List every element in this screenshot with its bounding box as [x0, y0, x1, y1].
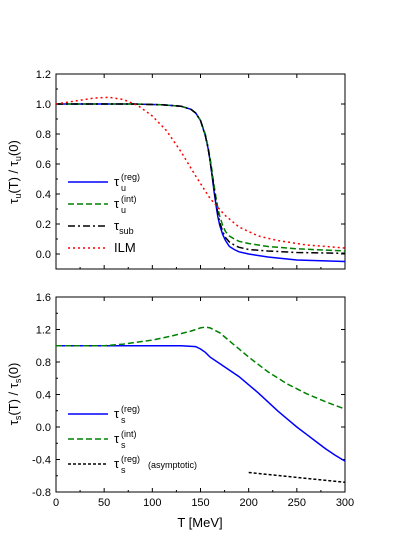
bottom-x-tick-label: 300	[336, 497, 354, 509]
bottom-y-tick-label: 1.6	[36, 292, 51, 304]
legend-label-sup: (int)	[121, 429, 137, 439]
bottom-ylabel-sub2: s	[13, 378, 23, 383]
bottom-ylabel-end: (0)	[6, 363, 21, 379]
bottom-x-tick-label: 100	[143, 497, 161, 509]
top-legend-label-2: τsub	[114, 218, 134, 236]
top-y-tick-label: 1.0	[36, 99, 51, 111]
top-legend-label-1: τ (int) u	[114, 194, 137, 215]
bottom-series-group	[56, 326, 346, 484]
legend-label-base: τ	[114, 406, 120, 421]
bottom-axis-ticks: 0 50 100 150 200 250 300 -0.8 -0.4 0.0 0.4 0.8 1.2 1.…	[32, 292, 354, 509]
bottom-series-line-0	[56, 345, 346, 462]
legend-label-base: τ	[114, 456, 120, 471]
top-ylabel-sub2: u	[13, 156, 23, 161]
bottom-panel: 0 50 100 150 200 250 300 -0.8 -0.4 0.0 0.4 0.8 1.2 1.…	[6, 292, 354, 530]
legend-label-sup: (reg)	[121, 404, 140, 414]
legend-label-suffix: (asymptotic)	[148, 460, 197, 470]
top-y-tick-label: 0.0	[36, 249, 51, 261]
top-ylabel-sub1: u	[13, 194, 23, 199]
bottom-legend: τ (reg) sτ (int) sτ (reg) s (asymptotic)	[68, 404, 197, 475]
legend-label-sup: (reg)	[121, 454, 140, 464]
top-axis-ticks: 0.0 0.2 0.4 0.6 0.8 1.0 1.2	[36, 69, 346, 269]
bottom-y-tick-label: -0.8	[32, 487, 51, 499]
bottom-legend-label-1: τ (int) s	[114, 429, 137, 450]
top-y-axis-label: τu(T) / τu(0)	[6, 140, 23, 204]
top-series-group	[55, 96, 346, 263]
legend-label-base: ILM	[114, 240, 136, 255]
top-legend-label-3: ILM	[114, 240, 136, 255]
top-series-line-1	[56, 103, 346, 252]
bottom-y-tick-label: -0.4	[32, 455, 51, 467]
bottom-x-tick-label: 150	[191, 497, 209, 509]
legend-label-sub: s	[121, 465, 126, 475]
top-ylabel-tau1: τ	[6, 198, 21, 204]
legend-label-sup: (int)	[121, 194, 137, 204]
top-series-line-3	[55, 96, 346, 249]
bottom-legend-label-2: τ (reg) s (asymptotic)	[114, 454, 197, 475]
legend-label-base: τ	[114, 431, 120, 446]
top-series-line-2	[56, 103, 346, 255]
top-y-tick-label: 0.4	[36, 189, 51, 201]
legend-label-sub: s	[121, 415, 126, 425]
bottom-legend-label-0: τ (reg) s	[114, 404, 140, 425]
legend-label-sub: u	[121, 205, 126, 215]
bottom-y-tick-label: 0.0	[36, 422, 51, 434]
bottom-y-tick-label: 0.4	[36, 390, 51, 402]
bottom-x-tick-label: 50	[98, 497, 110, 509]
bottom-ylabel-mid: (T) / τ	[6, 382, 21, 415]
bottom-x-tick-label: 250	[288, 497, 306, 509]
bottom-y-tick-label: 0.8	[36, 357, 51, 369]
legend-label-base: τ	[114, 174, 120, 189]
bottom-y-axis-label: τs(T) / τs(0)	[6, 363, 23, 426]
top-panel: 0.00.20.40.60.81.01.2 τu(T) / τu(0) τ (re…	[6, 69, 346, 270]
top-y-tick-label: 0.6	[36, 159, 51, 171]
bottom-plot-frame	[55, 296, 346, 493]
top-legend-label-0: τ (reg) u	[114, 172, 140, 193]
bottom-ylabel-sub1: s	[13, 415, 23, 420]
bottom-series-line-1	[56, 326, 346, 410]
legend-label-base: τ	[114, 196, 120, 211]
bottom-x-tick-label: 0	[53, 497, 59, 509]
legend-label-sup: (reg)	[121, 172, 140, 182]
legend-label-sub: sub	[119, 226, 134, 236]
top-y-tick-label: 0.2	[36, 219, 51, 231]
top-ylabel-end: (0)	[6, 140, 21, 156]
top-y-tick-label: 1.2	[36, 69, 51, 81]
bottom-ylabel-tau1: τ	[6, 419, 21, 425]
bottom-y-tick-label: 1.2	[36, 325, 51, 337]
top-y-tick-label: 0.8	[36, 129, 51, 141]
top-ylabel-mid: (T) / τ	[6, 160, 21, 193]
legend-label-sub: u	[121, 183, 126, 193]
x-axis-label: T [MeV]	[177, 515, 222, 530]
legend-label-base: τ	[114, 218, 120, 233]
bottom-x-tick-label: 200	[239, 497, 257, 509]
bottom-series-line-2	[248, 471, 346, 484]
legend-label-sub: s	[121, 440, 126, 450]
